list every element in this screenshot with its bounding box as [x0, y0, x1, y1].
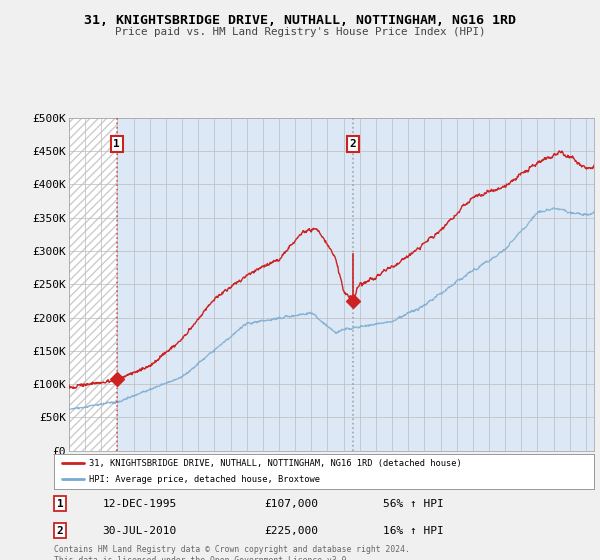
- Text: 2: 2: [350, 139, 356, 150]
- Text: 31, KNIGHTSBRIDGE DRIVE, NUTHALL, NOTTINGHAM, NG16 1RD: 31, KNIGHTSBRIDGE DRIVE, NUTHALL, NOTTIN…: [84, 14, 516, 27]
- Text: £107,000: £107,000: [265, 498, 319, 508]
- Text: HPI: Average price, detached house, Broxtowe: HPI: Average price, detached house, Brox…: [89, 475, 320, 484]
- Text: Price paid vs. HM Land Registry's House Price Index (HPI): Price paid vs. HM Land Registry's House …: [115, 27, 485, 37]
- Text: 1: 1: [57, 498, 64, 508]
- Text: Contains HM Land Registry data © Crown copyright and database right 2024.
This d: Contains HM Land Registry data © Crown c…: [54, 545, 410, 560]
- Text: 2: 2: [57, 526, 64, 536]
- Text: 12-DEC-1995: 12-DEC-1995: [103, 498, 177, 508]
- Text: 1: 1: [113, 139, 120, 150]
- Point: [112, 375, 121, 384]
- Text: £225,000: £225,000: [265, 526, 319, 536]
- Text: 56% ↑ HPI: 56% ↑ HPI: [383, 498, 444, 508]
- Text: 30-JUL-2010: 30-JUL-2010: [103, 526, 177, 536]
- Text: 16% ↑ HPI: 16% ↑ HPI: [383, 526, 444, 536]
- Text: 31, KNIGHTSBRIDGE DRIVE, NUTHALL, NOTTINGHAM, NG16 1RD (detached house): 31, KNIGHTSBRIDGE DRIVE, NUTHALL, NOTTIN…: [89, 459, 462, 468]
- Point: [348, 296, 358, 305]
